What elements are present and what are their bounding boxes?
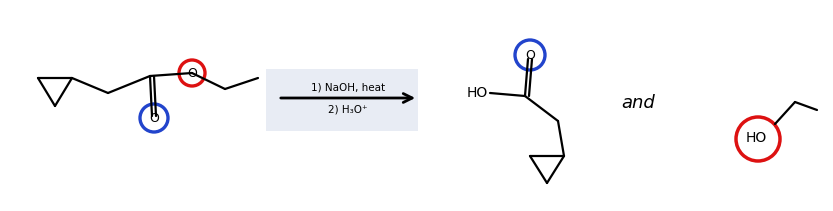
Text: O: O	[187, 66, 197, 80]
Text: 1) NaOH, heat: 1) NaOH, heat	[311, 82, 385, 92]
Text: HO: HO	[746, 131, 766, 145]
Text: HO: HO	[466, 86, 488, 100]
Text: and: and	[621, 94, 655, 112]
Text: O: O	[525, 49, 535, 61]
Text: O: O	[149, 111, 159, 124]
FancyBboxPatch shape	[266, 69, 418, 131]
Text: 2) H₃O⁺: 2) H₃O⁺	[328, 104, 367, 114]
